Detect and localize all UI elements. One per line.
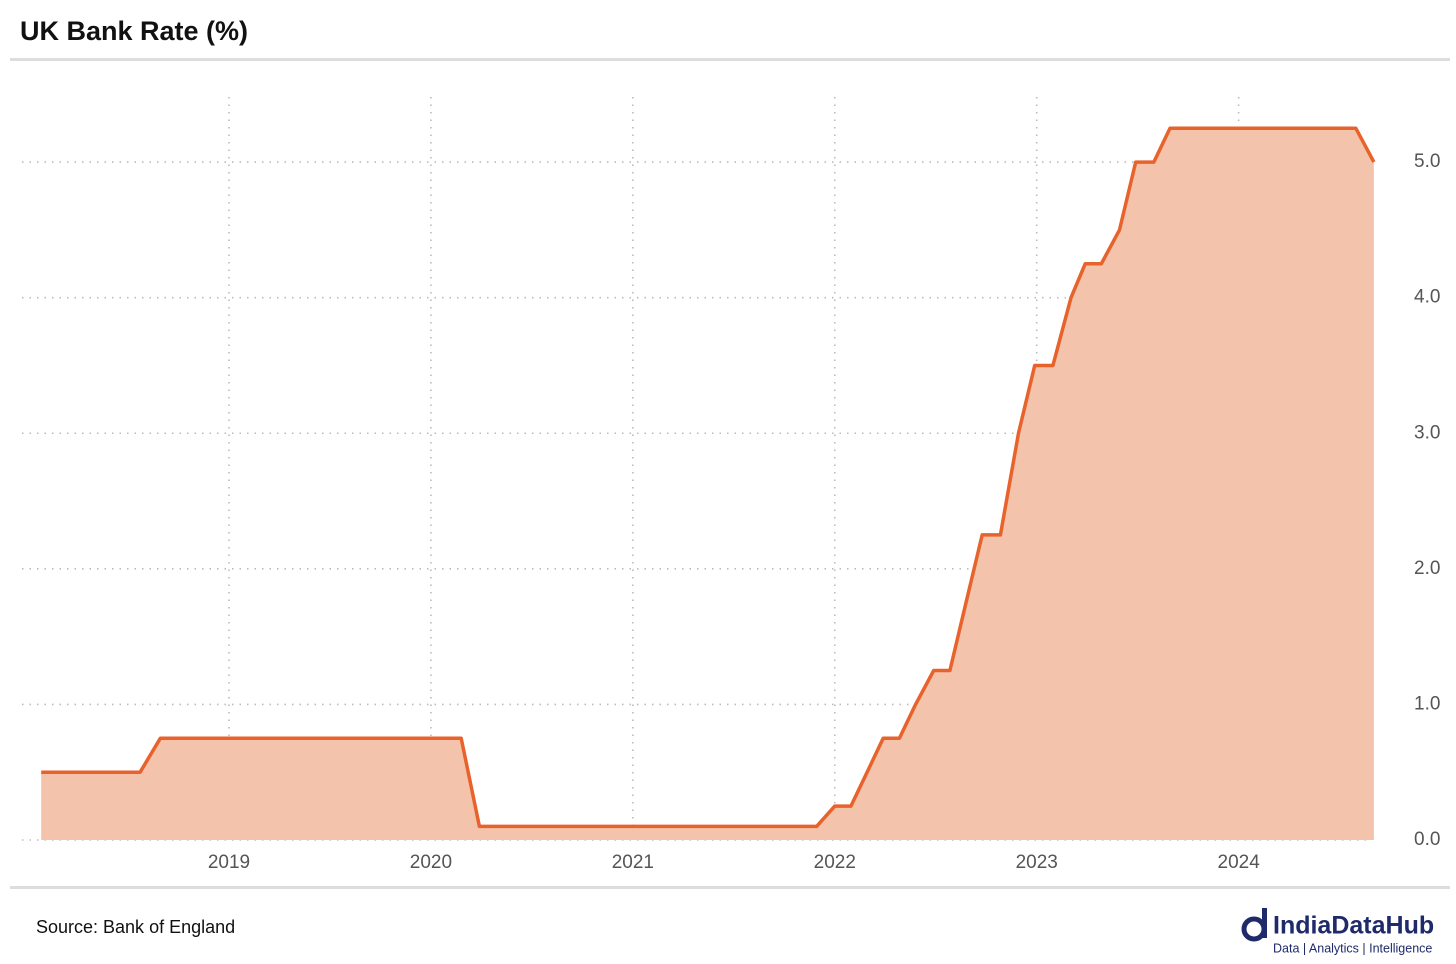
y-tick-label: 0.0 (1414, 829, 1440, 850)
x-tick-label: 2022 (814, 852, 856, 873)
y-tick-label: 2.0 (1414, 558, 1440, 579)
brand-name: IndiaDataHub (1273, 912, 1434, 940)
plot-area (22, 97, 1376, 841)
y-tick-label: 4.0 (1414, 287, 1440, 308)
y-tick-label: 1.0 (1414, 693, 1440, 714)
logo-icon (1262, 908, 1267, 938)
y-tick-label: 3.0 (1414, 422, 1440, 443)
x-tick-label: 2019 (208, 852, 250, 873)
top-rule (10, 58, 1450, 61)
x-tick-label: 2020 (410, 852, 452, 873)
brand-logo: IndiaDataHub Data | Analytics | Intellig… (1241, 908, 1434, 955)
line (41, 126, 1376, 829)
source-note: Source: Bank of England (36, 917, 235, 937)
logo-icon (1241, 916, 1267, 942)
bottom-rule (10, 886, 1450, 889)
x-tick-label: 2024 (1218, 852, 1261, 873)
y-tick-label: 5.0 (1414, 151, 1440, 172)
x-tick-label: 2021 (612, 852, 654, 873)
x-tick-label: 2023 (1016, 852, 1058, 873)
brand-tagline: Data | Analytics | Intelligence (1273, 941, 1432, 955)
chart-title: UK Bank Rate (%) (20, 16, 248, 46)
area-fill (41, 128, 1374, 840)
